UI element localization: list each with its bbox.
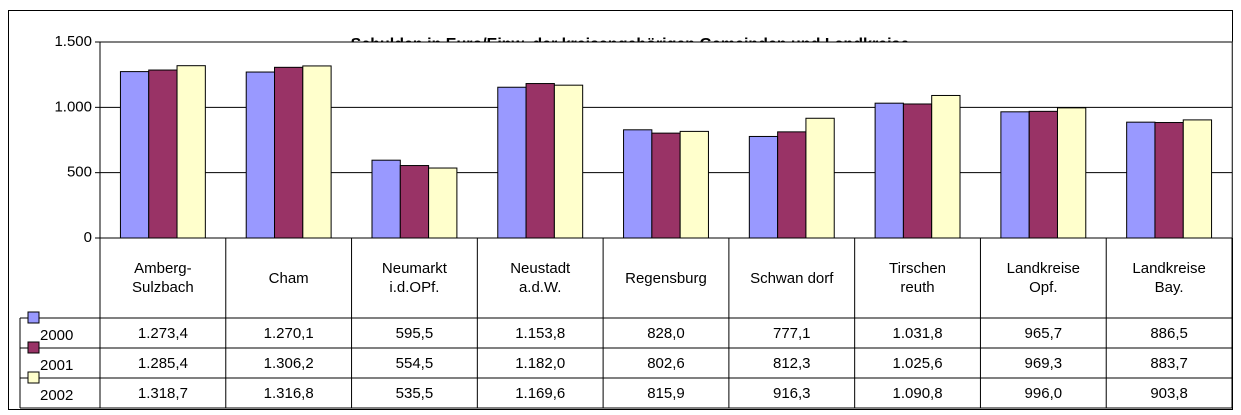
category-label: Landkreise Opf. [1006,260,1081,296]
table-value: 965,7 [1024,324,1063,342]
bar [931,94,961,239]
bar [1126,121,1156,239]
bar [245,71,276,239]
bar [777,131,807,239]
table-value: 886,5 [1150,324,1188,342]
y-tick-label: 1.000 [54,98,92,115]
bar [1028,110,1058,239]
bar [119,71,150,239]
bar [176,65,206,239]
table-value: 1.285,4 [137,354,188,372]
bar [1182,119,1213,239]
bar [497,86,527,239]
category-label: Landkreise Bay. [1132,260,1206,296]
table-value: 969,3 [1024,354,1063,372]
category-label: Neumarkt i.d.OPf. [381,260,447,296]
table-value: 1.316,8 [263,384,314,402]
category-label: Cham [268,269,309,287]
legend-label: 2001 [40,356,74,374]
table-value: 1.090,8 [892,384,943,402]
table-value: 996,0 [1024,384,1063,402]
table-value: 1.270,1 [263,324,314,342]
bar [428,167,458,239]
bar [399,165,430,239]
table-value: 916,3 [772,384,811,402]
table-value: 815,9 [647,384,685,402]
y-tick-label: 0 [84,229,92,246]
table-value: 1.031,8 [892,324,943,342]
table-value: 812,3 [772,354,811,372]
category-label: Schwan dorf [750,269,834,287]
bar [1056,107,1087,239]
category-label: Regensburg [625,269,707,287]
bar [274,66,304,239]
category-label: Neustadt a.d.W. [510,260,571,296]
table-value: 1.025,6 [892,354,943,372]
table-value: 1.182,0 [515,354,566,372]
table-value: 828,0 [647,324,685,342]
bar [1154,122,1184,239]
bar [748,135,779,239]
table-value: 802,6 [647,354,685,372]
bar [651,132,681,239]
bar [874,102,904,239]
table-value: 777,1 [772,324,811,342]
bar [553,84,584,239]
table-value: 1.306,2 [263,354,314,372]
bar [148,69,178,239]
table-value: 554,5 [395,354,434,372]
category-label: Amberg- Sulzbach [132,260,194,296]
legend-label: 2000 [40,326,74,344]
y-tick-label: 1.500 [54,33,92,50]
bar [805,117,835,239]
bar [1000,111,1030,239]
legend-key [27,311,40,324]
bar [902,103,933,239]
y-tick-label: 500 [67,164,92,181]
table-value: 535,5 [395,384,434,402]
table-value: 595,5 [395,324,434,342]
table-value: 1.169,6 [515,384,566,402]
table-value: 903,8 [1150,384,1188,402]
category-label: Tirschen reuth [889,260,947,296]
bar [371,159,401,239]
table-value: 1.318,7 [137,384,188,402]
bar [525,83,555,239]
legend-label: 2002 [40,386,74,404]
bar [679,130,709,239]
legend-key [27,371,40,384]
bar [623,129,653,239]
table-value: 1.153,8 [515,324,566,342]
table-value: 1.273,4 [137,324,188,342]
bar [302,65,332,239]
legend-key [27,341,40,354]
table-value: 883,7 [1150,354,1188,372]
